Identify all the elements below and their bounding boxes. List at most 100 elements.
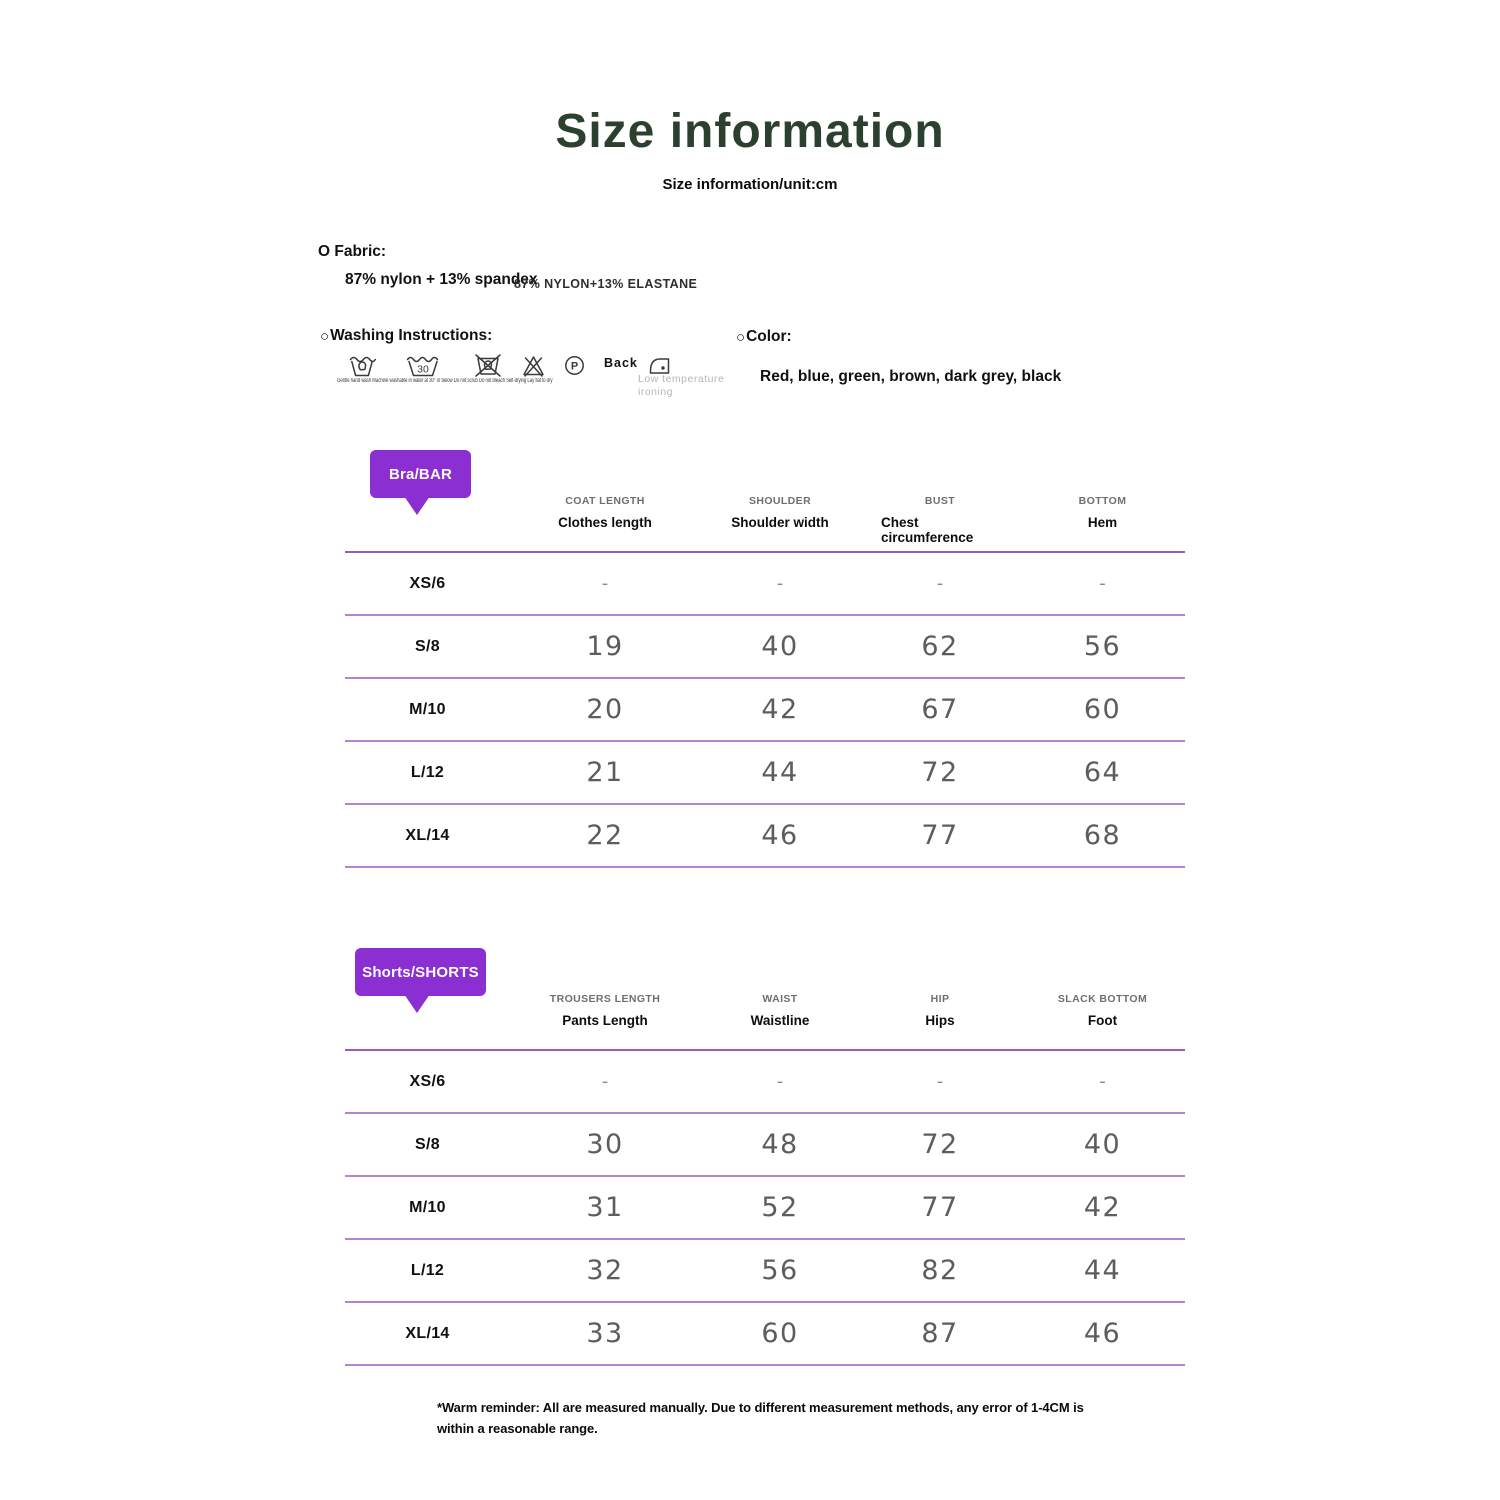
column-header-caps: BUST (924, 495, 956, 507)
value-cell: 33 (586, 1318, 624, 1349)
column-header: SHOULDER Shoulder width (700, 495, 860, 551)
value-cell: - (601, 1071, 609, 1092)
column-header: WAIST Waistline (700, 993, 860, 1049)
washing-icons-caption: Gentle hand wash Machine washable in wat… (337, 378, 553, 384)
hand-wash-icon (348, 351, 376, 378)
column-header-caps: SLACK BOTTOM (1057, 993, 1148, 1005)
value-cell: 42 (761, 694, 799, 725)
value-cell: 40 (1083, 1129, 1122, 1160)
value-cell: - (1099, 1071, 1106, 1092)
column-header: SLACK BOTTOM Foot (1020, 993, 1185, 1049)
column-header: BUST Chest circumference (860, 495, 1020, 551)
value-cell: - (936, 573, 944, 594)
value-cell: 46 (761, 820, 799, 851)
fabric-composition-primary: 87% nylon + 13% spandex (345, 271, 538, 288)
table-body: XS/6 - - - - S/8 19 40 62 56 M/10 20 42 67 60 L/12 21 44 7… (345, 553, 1185, 868)
value-cell: 44 (761, 757, 799, 788)
value-cell: 87 (921, 1318, 959, 1349)
warm-reminder-note: *Warm reminder: All are measured manuall… (437, 1400, 1084, 1437)
column-header-label: Pants Length (562, 1013, 648, 1028)
column-header-label: Shoulder width (731, 515, 829, 530)
size-label: M/10 (409, 1198, 446, 1216)
page-subtitle: Size information/unit:cm (662, 176, 838, 193)
machine-wash-30-icon: 30 (405, 351, 441, 378)
circle-bullet-icon: ○ (736, 328, 746, 346)
table-row: XL/14 33 60 87 46 (345, 1303, 1185, 1366)
shorts-badge: Shorts/SHORTS (355, 948, 486, 996)
size-label: S/8 (415, 637, 440, 655)
fabric-section-label: O Fabric: (318, 243, 387, 260)
value-cell: 31 (586, 1192, 624, 1223)
column-header: HIP Hips (860, 993, 1020, 1049)
iron-low-temp-icon (648, 353, 674, 376)
size-label: XL/14 (405, 1324, 450, 1342)
size-label: XS/6 (409, 1072, 446, 1090)
value-cell: 19 (586, 631, 624, 662)
value-cell: 46 (1083, 1318, 1122, 1349)
bra-badge-label: Bra/BAR (388, 465, 453, 483)
value-cell: 44 (1083, 1255, 1122, 1286)
header-spacer (345, 993, 510, 1049)
value-cell: 68 (1083, 820, 1122, 851)
shorts-badge-label: Shorts/SHORTS (362, 963, 479, 981)
value-cell: 82 (921, 1255, 959, 1286)
value-cell: 40 (761, 631, 799, 662)
circle-bullet-icon: ○ (320, 327, 330, 345)
value-cell: 77 (921, 1192, 959, 1223)
column-header-label: Clothes length (558, 515, 652, 530)
size-label: M/10 (409, 700, 446, 718)
column-header-caps: HIP (930, 993, 950, 1005)
color-label-text: Color: (746, 328, 792, 345)
value-cell: - (601, 573, 609, 594)
badge-pointer-icon (404, 496, 430, 515)
column-header-label: Foot (1087, 1013, 1118, 1028)
table-header-row: COAT LENGTH Clothes length SHOULDER Shoulde… (345, 487, 1185, 553)
column-header: BOTTOM Hem (1020, 495, 1185, 551)
column-header-caps: BOTTOM (1078, 495, 1127, 507)
column-header-caps: SHOULDER (748, 495, 812, 507)
column-header-label: Hips (925, 1013, 955, 1028)
size-label: XL/14 (405, 826, 450, 844)
size-label: L/12 (410, 763, 445, 781)
value-cell: 67 (921, 694, 959, 725)
value-cell: 60 (761, 1318, 799, 1349)
size-label: L/12 (410, 1261, 445, 1279)
do-not-scrub-icon (473, 351, 503, 378)
table-row: S/8 30 48 72 40 (345, 1114, 1185, 1177)
size-label: XS/6 (409, 574, 446, 592)
value-cell: 60 (1083, 694, 1122, 725)
value-cell: 72 (921, 1129, 959, 1160)
value-cell: 20 (586, 694, 624, 725)
value-cell: 62 (921, 631, 959, 662)
value-cell: 22 (586, 820, 624, 851)
bra-badge: Bra/BAR (370, 450, 471, 498)
svg-text:30: 30 (417, 364, 429, 376)
header-spacer (345, 495, 510, 551)
value-cell: 56 (1083, 631, 1122, 662)
table-header-row: TROUSERS LENGTH Pants Length WAIST Waistlin… (345, 985, 1185, 1051)
shorts-size-table: TROUSERS LENGTH Pants Length WAIST Waistlin… (345, 985, 1185, 1366)
color-section-label: ○ Color: (736, 328, 792, 346)
value-cell: 52 (761, 1192, 799, 1223)
svg-text:P: P (571, 361, 578, 373)
value-cell: 42 (1083, 1192, 1122, 1223)
washing-instructions-text: Washing Instructions: (330, 327, 493, 344)
table-row: M/10 31 52 77 42 (345, 1177, 1185, 1240)
dry-clean-p-icon: P (564, 355, 585, 376)
table-row: XL/14 22 46 77 68 (345, 805, 1185, 868)
value-cell: 64 (1083, 757, 1122, 788)
column-header-label: Chest circumference (881, 515, 974, 545)
value-cell: - (1099, 573, 1106, 594)
column-header-caps: TROUSERS LENGTH (549, 993, 661, 1005)
column-header-label: Hem (1087, 515, 1118, 530)
value-cell: 72 (921, 757, 959, 788)
value-cell: - (776, 1071, 784, 1092)
column-header-caps: COAT LENGTH (565, 495, 645, 507)
color-options: Red, blue, green, brown, dark grey, blac… (760, 368, 1062, 385)
back-label: Back (604, 356, 638, 370)
value-cell: 48 (761, 1129, 799, 1160)
table-row: XS/6 - - - - (345, 1051, 1185, 1114)
badge-pointer-icon (404, 994, 430, 1013)
column-header: TROUSERS LENGTH Pants Length (510, 993, 700, 1049)
value-cell: 56 (761, 1255, 799, 1286)
